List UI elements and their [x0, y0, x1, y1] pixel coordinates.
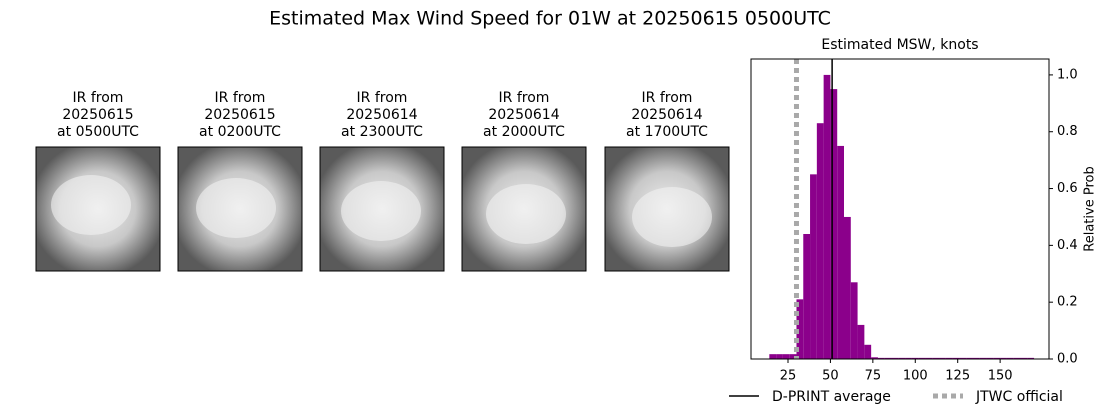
bar: [986, 357, 994, 359]
image-caption: 20250614: [631, 107, 702, 123]
bar: [898, 357, 906, 359]
image-caption: at 0200UTC: [199, 124, 281, 140]
bar: [939, 357, 946, 359]
x-tick-label: 100: [903, 369, 928, 384]
figure-title: Estimated Max Wind Speed for 01W at 2025…: [269, 8, 831, 30]
bar: [769, 354, 777, 359]
y-tick-label: 0.4: [1057, 238, 1078, 253]
bar: [1000, 357, 1007, 359]
cloud-band: [341, 181, 421, 241]
bar: [1013, 357, 1021, 359]
x-tick-label: 25: [780, 369, 797, 384]
bar: [843, 216, 851, 359]
bar: [789, 354, 797, 359]
bar: [979, 357, 987, 359]
bar: [857, 324, 865, 359]
y-tick-label: 0.0: [1057, 352, 1078, 367]
image-caption: 20250615: [62, 107, 133, 123]
bar: [823, 74, 831, 359]
cloud-band: [51, 175, 131, 235]
bar: [1006, 357, 1014, 359]
bar: [803, 234, 811, 359]
bar: [1027, 357, 1035, 359]
bar: [782, 354, 790, 359]
bar: [905, 357, 912, 359]
y-tick-label: 0.6: [1057, 181, 1078, 196]
bar: [932, 357, 940, 359]
y-tick-label: 1.0: [1057, 67, 1078, 82]
image-caption: IR from: [499, 90, 550, 106]
chart-title: Estimated MSW, knots: [821, 37, 978, 53]
image-caption: 20250615: [204, 107, 275, 123]
cloud-band: [196, 178, 276, 238]
bar: [952, 357, 960, 359]
bar: [891, 357, 899, 359]
bar: [959, 357, 967, 359]
bar: [864, 344, 872, 359]
bar: [837, 145, 844, 359]
bar: [830, 89, 838, 359]
image-caption: IR from: [215, 90, 266, 106]
image-caption: at 1700UTC: [626, 124, 708, 140]
y-tick-label: 0.8: [1057, 124, 1078, 139]
image-caption: at 0500UTC: [57, 124, 139, 140]
bar: [796, 299, 804, 359]
image-caption: at 2000UTC: [483, 124, 565, 140]
image-caption: 20250614: [346, 107, 417, 123]
bar: [972, 357, 980, 359]
bar: [993, 357, 1001, 359]
cloud-band: [632, 187, 712, 247]
x-tick-label: 75: [865, 369, 882, 384]
bar: [877, 357, 885, 359]
bar: [918, 357, 926, 359]
bar: [871, 357, 878, 359]
bar: [1020, 357, 1028, 359]
bar: [911, 357, 919, 359]
y-axis-label: Relative Prob: [1083, 166, 1098, 251]
image-caption: IR from: [642, 90, 693, 106]
bar: [884, 357, 892, 359]
legend-label: JTWC official: [975, 389, 1063, 405]
cloud-band: [486, 184, 566, 244]
bar: [966, 357, 973, 359]
x-tick-label: 150: [988, 369, 1013, 384]
bar: [945, 357, 953, 359]
image-caption: IR from: [357, 90, 408, 106]
image-caption: IR from: [73, 90, 124, 106]
y-tick-label: 0.2: [1057, 295, 1078, 310]
image-caption: at 2300UTC: [341, 124, 423, 140]
image-caption: 20250614: [488, 107, 559, 123]
bar: [850, 282, 858, 359]
bar: [810, 174, 817, 359]
bar: [925, 357, 933, 359]
plot-frame: [750, 58, 1050, 360]
bar: [816, 123, 824, 359]
x-tick-label: 50: [822, 369, 839, 384]
bar: [776, 354, 783, 359]
x-tick-label: 125: [945, 369, 970, 384]
legend-label: D-PRINT average: [772, 389, 891, 405]
